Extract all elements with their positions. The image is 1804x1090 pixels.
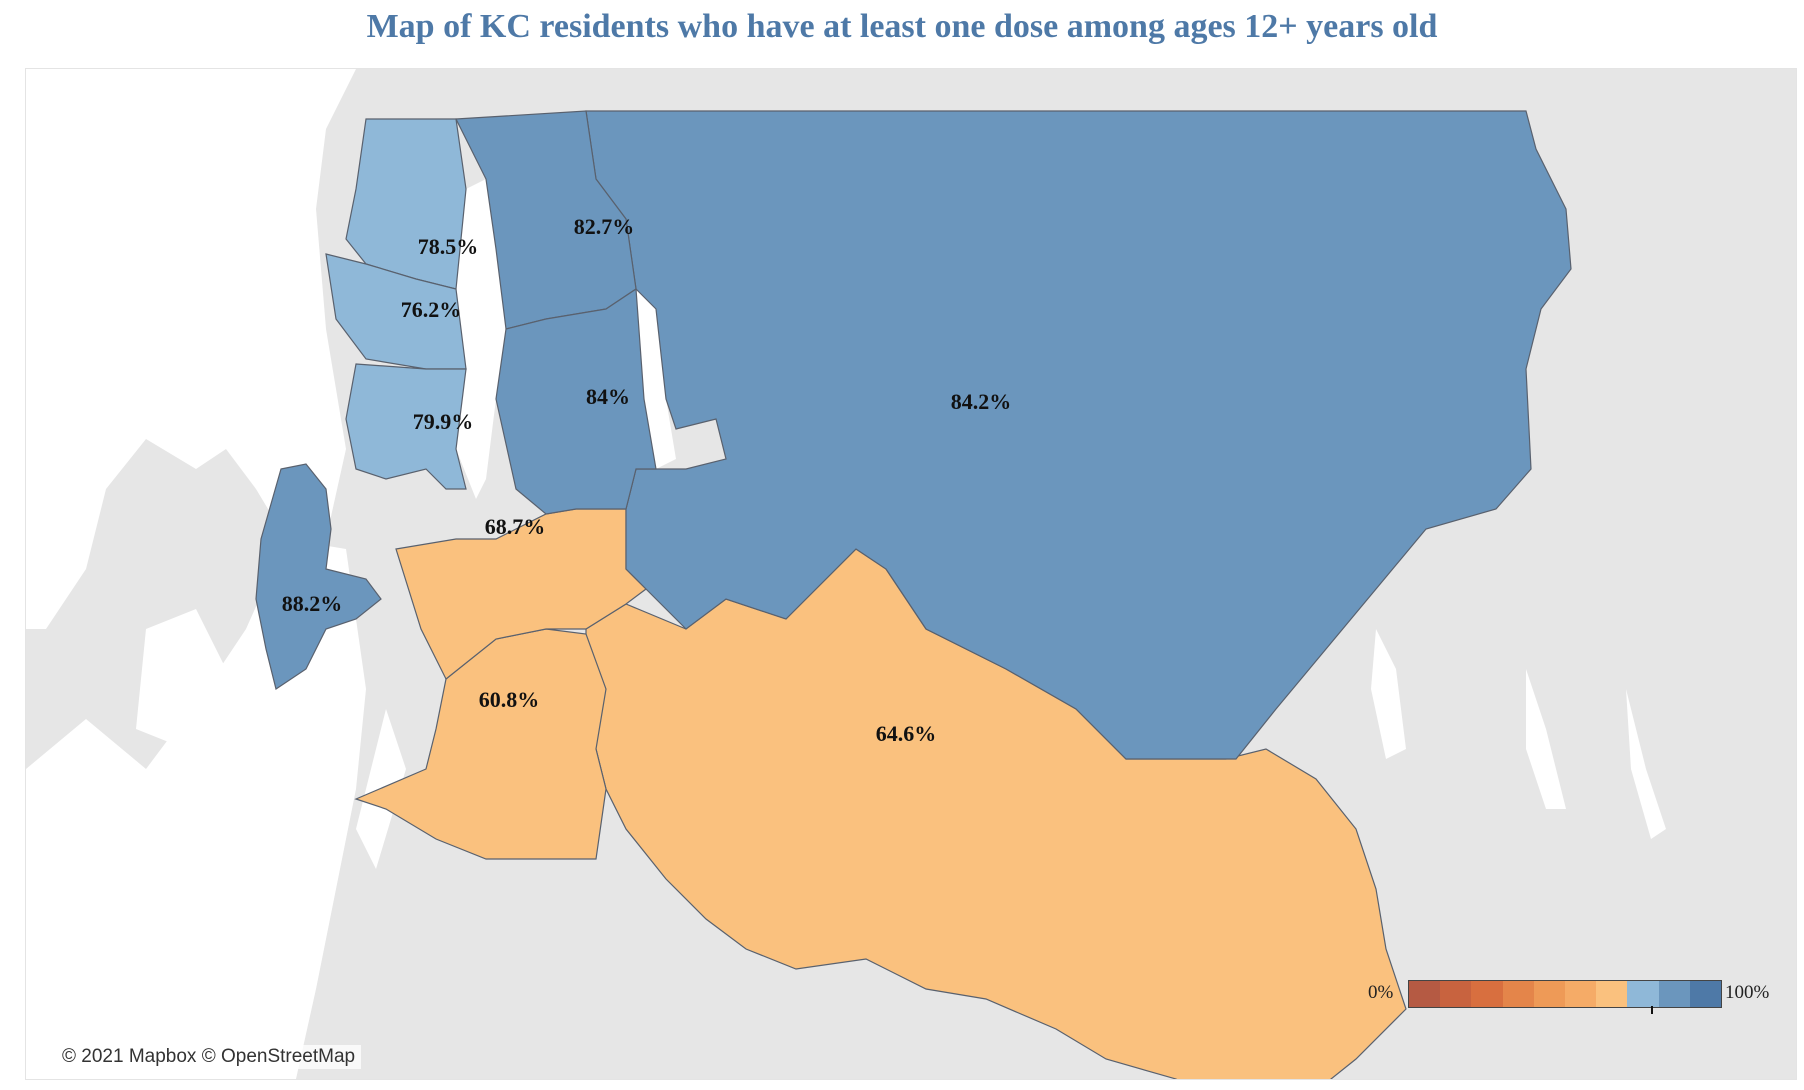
puget-sound-water <box>26 69 366 1079</box>
map-viewport[interactable]: 84.2% 82.7% 84% 78.5% 76.2% 79.9% 88.2% … <box>25 68 1797 1080</box>
region-label-north-shore: 82.7% <box>574 214 635 239</box>
legend-max-label: 100% <box>1725 982 1770 1003</box>
region-label-south-seattle: 79.9% <box>413 409 474 434</box>
region-south-seattle[interactable] <box>345 363 467 490</box>
region-eastside[interactable] <box>495 287 657 515</box>
legend-swatch <box>1565 981 1597 1007</box>
region-vashon[interactable] <box>255 463 382 690</box>
region-label-central-seattle: 76.2% <box>401 297 462 322</box>
legend-swatch <box>1440 981 1472 1007</box>
region-label-south-central: 60.8% <box>479 687 540 712</box>
east-lake <box>1526 669 1566 809</box>
lake-sammamish <box>636 289 676 469</box>
map-attribution[interactable]: © 2021 Mapbox © OpenStreetMap <box>56 1045 362 1069</box>
east-lake <box>1626 689 1666 839</box>
region-label-southeast: 64.6% <box>876 721 937 746</box>
legend-swatch <box>1596 981 1628 1007</box>
region-label-north-seattle: 78.5% <box>418 234 479 259</box>
legend-min-label: 0% <box>1368 982 1394 1003</box>
water-channel <box>46 169 146 349</box>
map-title: Map of KC residents who have at least on… <box>366 8 1438 45</box>
region-label-southwest: 68.7% <box>485 514 546 539</box>
legend-value-marker <box>1651 1006 1654 1014</box>
legend-swatch <box>1409 981 1441 1007</box>
lake-washington <box>456 179 506 499</box>
legend-color-bar <box>1408 980 1722 1008</box>
legend-swatch <box>1502 981 1534 1007</box>
region-northeast[interactable] <box>585 110 1572 760</box>
choropleth-map[interactable]: 84.2% 82.7% 84% 78.5% 76.2% 79.9% 88.2% … <box>26 69 1796 1079</box>
legend-swatch <box>1471 981 1503 1007</box>
legend-swatch <box>1658 981 1690 1007</box>
legend-swatch <box>1627 981 1659 1007</box>
east-lake <box>1371 629 1406 759</box>
color-legend: 0% 100% <box>1368 974 1788 1014</box>
legend-swatch <box>1533 981 1566 1007</box>
region-label-eastside: 84% <box>586 384 630 409</box>
region-label-northeast: 84.2% <box>951 389 1012 414</box>
region-south-central[interactable] <box>354 628 607 860</box>
legend-swatch <box>1689 981 1722 1007</box>
water-channel <box>136 609 226 749</box>
region-label-vashon: 88.2% <box>282 591 343 616</box>
